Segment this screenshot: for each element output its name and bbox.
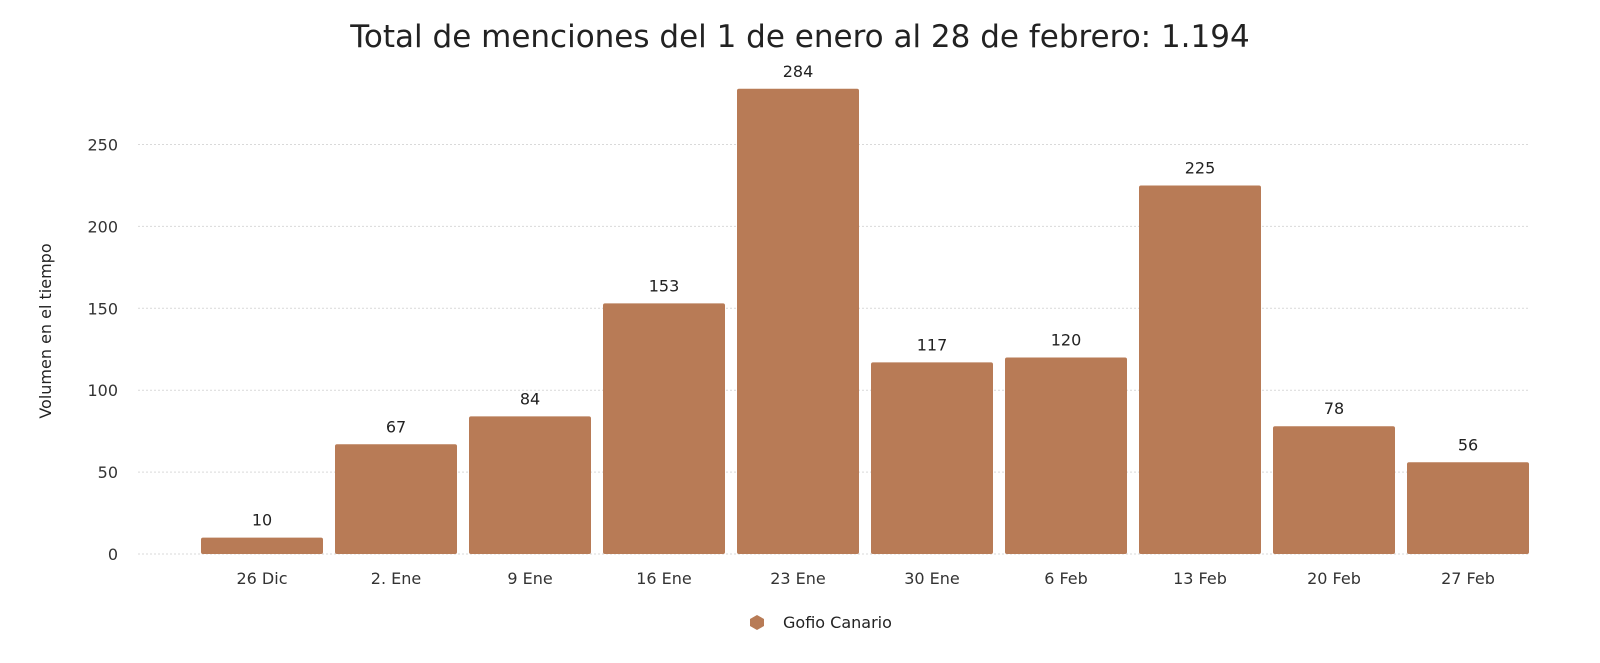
y-tick-label: 200 [87,217,118,236]
legend-label: Gofio Canario [783,613,892,632]
y-tick-label: 0 [108,545,118,564]
bar[interactable] [871,362,993,554]
x-tick-label: 16 Ene [636,569,692,588]
bar[interactable] [1005,357,1127,554]
data-label: 284 [783,62,814,81]
y-axis-title: Volumen en el tiempo [36,243,55,418]
y-axis-ticks: 0 50 100 150 200 250 [87,136,118,565]
data-label: 56 [1458,435,1478,454]
data-label: 153 [649,276,680,295]
legend[interactable]: Gofio Canario [750,613,892,632]
x-tick-label: 23 Ene [770,569,826,588]
bar[interactable] [1407,462,1529,554]
y-tick-label: 250 [87,136,118,155]
x-tick-label: 9 Ene [507,569,552,588]
data-labels: 10 67 84 153 284 117 120 225 78 56 [252,62,1478,530]
bar[interactable] [201,537,323,554]
data-label: 120 [1051,330,1082,349]
x-tick-label: 6 Feb [1044,569,1088,588]
legend-marker [750,615,764,630]
x-axis-ticks: 26 Dic 2. Ene 9 Ene 16 Ene 23 Ene 30 Ene 6 Feb… [236,569,1494,588]
x-tick-label: 20 Feb [1307,569,1361,588]
y-tick-label: 50 [98,463,118,482]
x-tick-label: 2. Ene [371,569,421,588]
data-label: 78 [1324,399,1344,418]
y-tick-label: 100 [87,381,118,400]
data-label: 117 [917,335,948,354]
data-label: 10 [252,511,272,530]
x-tick-label: 30 Ene [904,569,960,588]
bar[interactable] [737,88,859,555]
bar[interactable] [469,416,591,554]
chart-title: Total de menciones del 1 de enero al 28 … [349,19,1249,55]
data-label: 67 [386,417,406,436]
bar[interactable] [335,444,457,554]
x-tick-label: 27 Feb [1441,569,1495,588]
x-tick-label: 13 Feb [1173,569,1227,588]
bar[interactable] [603,303,725,554]
bar[interactable] [1273,426,1395,554]
bars [201,88,1529,555]
y-tick-label: 150 [87,299,118,318]
data-label: 225 [1185,158,1216,177]
data-label: 84 [520,389,540,408]
x-tick-label: 26 Dic [236,569,287,588]
bar[interactable] [1139,185,1261,554]
